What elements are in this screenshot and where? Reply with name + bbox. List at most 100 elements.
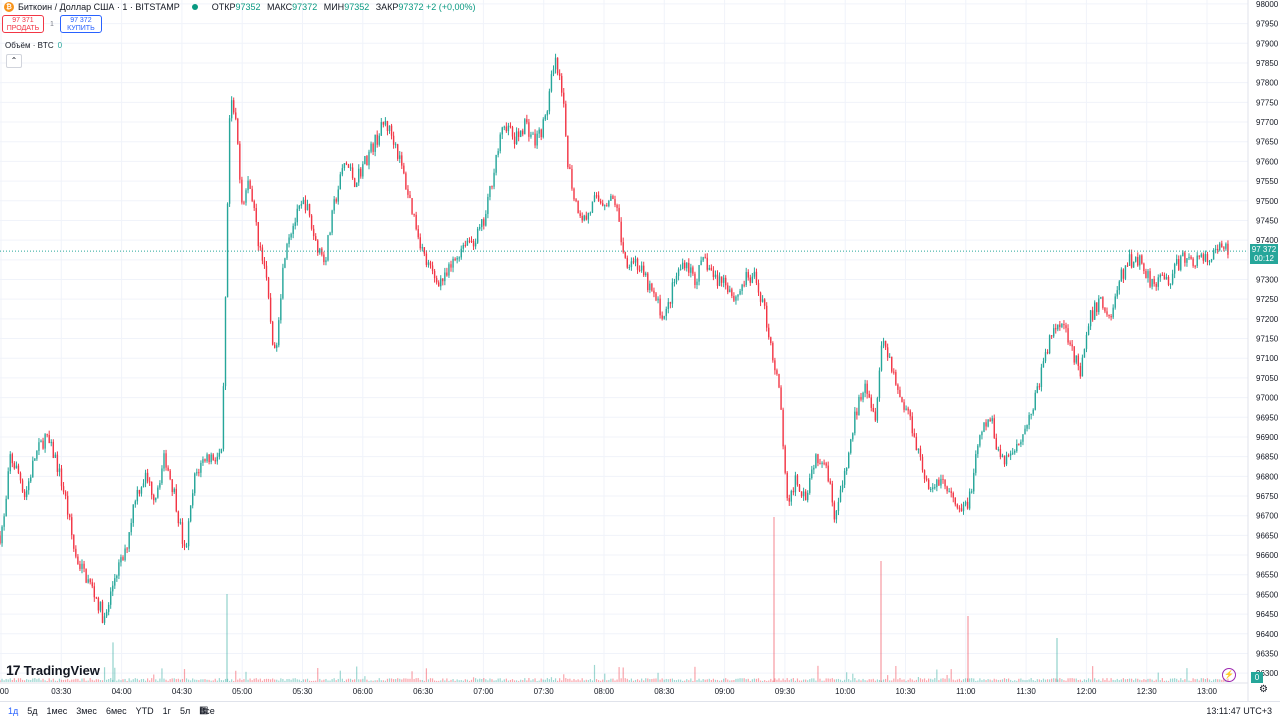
candle-body — [944, 479, 946, 487]
volume-bar — [655, 678, 657, 682]
volume-bar — [766, 680, 768, 682]
volume-scale-badge: 0 — [1251, 672, 1263, 683]
symbol-title[interactable]: Биткоин / Доллар США · 1 · BITSTAMP — [18, 2, 180, 12]
volume-bar — [604, 673, 606, 682]
range-6m[interactable]: 6мес — [105, 706, 127, 716]
candle-body — [206, 454, 208, 462]
chevron-up-icon[interactable]: ⌃ — [6, 54, 22, 68]
volume-bar — [1131, 678, 1133, 682]
candle-body — [259, 246, 262, 248]
candle-body — [962, 504, 965, 512]
candle-body — [1135, 257, 1137, 262]
range-1m[interactable]: 1мес — [46, 706, 68, 716]
volume-bar — [214, 678, 216, 682]
volume-bar — [497, 678, 499, 682]
candle-body — [1108, 314, 1110, 317]
volume-bar — [686, 679, 688, 682]
candle-body — [103, 616, 106, 623]
candle-body — [618, 207, 620, 222]
candle-body — [624, 252, 626, 258]
candle-body — [626, 257, 628, 268]
volume-bar — [624, 678, 626, 682]
candle-body — [107, 604, 110, 612]
candle-body — [48, 434, 50, 444]
candle-body — [917, 448, 920, 451]
range-3m[interactable]: 3мес — [76, 706, 97, 716]
range-1d[interactable]: 1д — [8, 706, 19, 716]
volume-bar — [403, 678, 405, 682]
volume-bar — [327, 680, 329, 682]
volume-bar — [19, 678, 22, 682]
volume-bar — [595, 679, 598, 682]
volume-bar — [546, 678, 548, 682]
volume-bar — [1106, 678, 1108, 682]
volume-bar — [54, 680, 56, 682]
calendar-icon[interactable]: ▦ — [199, 705, 209, 716]
candle-body — [83, 563, 85, 569]
volume-bar — [388, 678, 391, 682]
candle-body — [146, 472, 149, 482]
range-all[interactable]: Все — [199, 706, 215, 716]
candle-body — [450, 264, 452, 268]
price-chart[interactable]: 96300 96350 96400 96450 96500 96550 96600 96650… — [0, 0, 1280, 701]
volume-bar — [185, 678, 188, 682]
volume-bar — [1147, 678, 1149, 682]
volume-bar — [1102, 678, 1104, 682]
range-ytd[interactable]: YTD — [135, 706, 154, 716]
candle-body — [749, 277, 751, 283]
candle-body — [823, 462, 825, 464]
volume-bar — [161, 668, 163, 682]
candle-body — [989, 419, 991, 422]
volume-bar — [208, 679, 210, 682]
volume-bar — [399, 678, 401, 682]
volume-bar — [1071, 678, 1073, 682]
volume-bar — [237, 679, 239, 682]
candle-body — [886, 347, 889, 358]
candle-body — [337, 189, 339, 202]
candle-body — [192, 493, 194, 506]
candle-body — [776, 370, 778, 375]
volume-bar — [645, 678, 647, 682]
candle-body — [667, 302, 669, 309]
gear-icon[interactable]: ⚙ — [1259, 684, 1268, 695]
utc-clock[interactable]: 13:11:47 UTC+3 — [1206, 706, 1272, 716]
candle-body — [921, 457, 924, 471]
candle-body — [583, 215, 585, 221]
candle-body — [341, 168, 344, 175]
volume-bar — [1167, 680, 1170, 682]
tradingview-logo[interactable]: 17 TradingView — [6, 662, 100, 678]
volume-bar — [81, 678, 83, 682]
volume-bar — [333, 678, 335, 682]
volume-bar — [856, 680, 858, 682]
volume-bar — [872, 678, 874, 682]
candle-body — [751, 276, 754, 283]
candle-body — [1188, 256, 1190, 259]
sell-button[interactable]: 97 371 ПРОДАТЬ — [2, 15, 44, 33]
volume-legend[interactable]: Объём · BTC 0 — [5, 41, 62, 50]
volume-bar — [1067, 678, 1069, 682]
candle-body — [423, 247, 426, 254]
ohlc-values: ОТКР97352 МАКС97372 МИН97352 ЗАКР97372 +… — [208, 2, 476, 12]
volume-bar — [7, 679, 9, 682]
buy-button[interactable]: 97 372 КУПИТЬ — [59, 15, 102, 33]
volume-bar — [249, 678, 251, 682]
candle-body — [659, 298, 661, 316]
volume-bar — [0, 680, 1, 682]
volume-bar — [509, 679, 512, 682]
volume-bar — [803, 679, 805, 682]
volume-bar — [999, 679, 1001, 682]
volume-bar — [77, 678, 79, 682]
range-5y[interactable]: 5л — [179, 706, 191, 716]
volume-bar — [374, 680, 376, 682]
volume-bar — [1133, 680, 1135, 682]
range-1y[interactable]: 1г — [162, 706, 171, 716]
volume-bar — [1005, 679, 1008, 682]
volume-bar — [663, 679, 665, 682]
volume-bar — [1178, 680, 1180, 682]
candle-body — [1083, 348, 1086, 358]
candle-body — [1219, 243, 1221, 251]
lightning-icon[interactable]: ⚡ — [1222, 668, 1236, 682]
range-5d[interactable]: 5д — [27, 706, 38, 716]
candle-body — [651, 283, 653, 291]
volume-bar — [245, 671, 247, 682]
